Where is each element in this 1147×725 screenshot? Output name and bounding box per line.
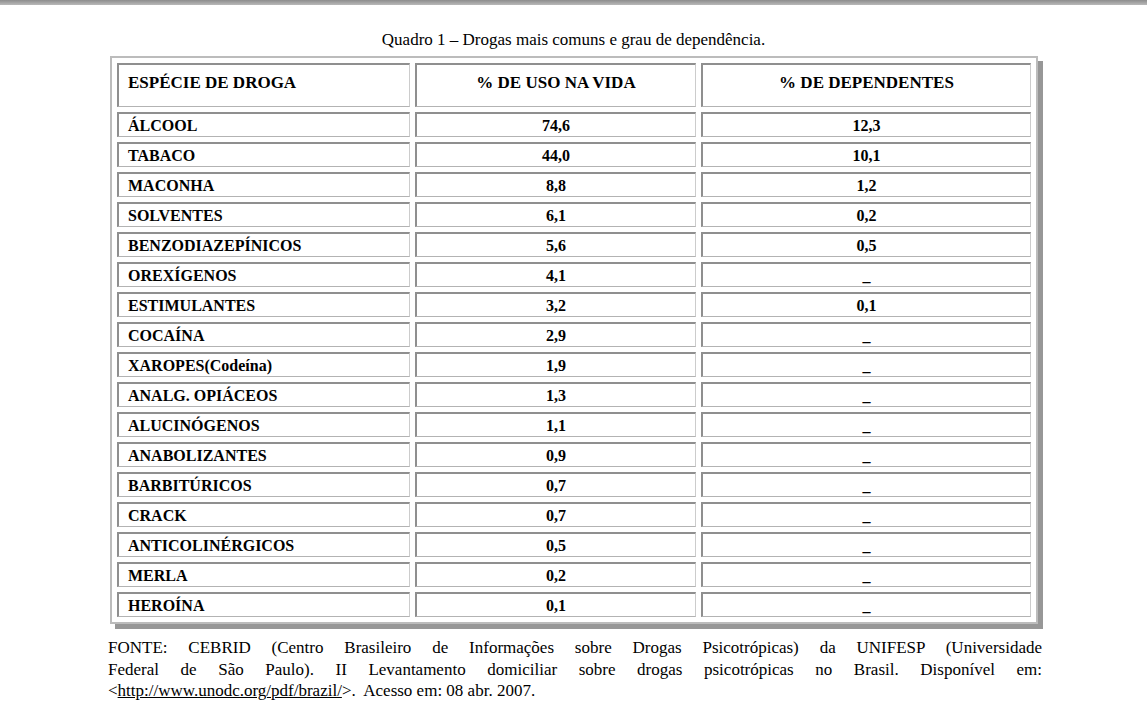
use-in-life-cell: 0,5 (415, 532, 696, 557)
dependents-cell: 12,3 (701, 112, 1031, 137)
source-note-line-2: Federal de São Paulo). II Levantamento d… (108, 659, 1042, 681)
source-url-link[interactable]: http://www.unodc.org/pdf/brazil/ (118, 681, 342, 700)
use-in-life-cell: 0,7 (415, 502, 696, 527)
use-in-life-cell: 0,1 (415, 592, 696, 617)
table-container: ESPÉCIE DE DROGA % DE USO NA VIDA % DE D… (110, 56, 1147, 624)
drug-name-cell: SOLVENTES (117, 202, 410, 227)
use-in-life-cell: 0,9 (415, 442, 696, 467)
source-access-date: >. Acesso em: 08 abr. 2007. (342, 681, 535, 700)
use-in-life-cell: 8,8 (415, 172, 696, 197)
use-in-life-cell: 44,0 (415, 142, 696, 167)
table-header-row: ESPÉCIE DE DROGA % DE USO NA VIDA % DE D… (117, 63, 1031, 107)
dependents-cell: _ (701, 472, 1031, 497)
use-in-life-cell: 1,1 (415, 412, 696, 437)
table-row: ANABOLIZANTES0,9_ (117, 442, 1031, 467)
dependents-cell: 0,2 (701, 202, 1031, 227)
url-open-bracket: < (108, 681, 118, 700)
table-row: TABACO44,010,1 (117, 142, 1031, 167)
drug-name-cell: HEROÍNA (117, 592, 410, 617)
table-row: BENZODIAZEPÍNICOS5,60,5 (117, 232, 1031, 257)
table-row: COCAÍNA2,9_ (117, 322, 1031, 347)
drug-name-cell: ANABOLIZANTES (117, 442, 410, 467)
use-in-life-cell: 74,6 (415, 112, 696, 137)
dependents-cell: 10,1 (701, 142, 1031, 167)
header-use-in-life: % DE USO NA VIDA (415, 63, 696, 107)
drug-name-cell: MACONHA (117, 172, 410, 197)
drug-name-cell: XAROPES(Codeína) (117, 352, 410, 377)
use-in-life-cell: 0,2 (415, 562, 696, 587)
dependents-cell: _ (701, 412, 1031, 437)
use-in-life-cell: 5,6 (415, 232, 696, 257)
drugs-table: ESPÉCIE DE DROGA % DE USO NA VIDA % DE D… (110, 56, 1038, 624)
table-row: ÁLCOOL74,612,3 (117, 112, 1031, 137)
table-row: MERLA0,2_ (117, 562, 1031, 587)
source-note-line-1: FONTE: CEBRID (Centro Brasileiro de Info… (108, 637, 1042, 659)
drug-name-cell: COCAÍNA (117, 322, 410, 347)
use-in-life-cell: 2,9 (415, 322, 696, 347)
use-in-life-cell: 4,1 (415, 262, 696, 287)
dependents-cell: _ (701, 532, 1031, 557)
table-caption: Quadro 1 – Drogas mais comuns e grau de … (0, 0, 1147, 50)
table-row: HEROÍNA0,1_ (117, 592, 1031, 617)
header-drug-species: ESPÉCIE DE DROGA (117, 63, 410, 107)
table-row: ALUCINÓGENOS1,1_ (117, 412, 1031, 437)
dependents-cell: _ (701, 592, 1031, 617)
dependents-cell: _ (701, 322, 1031, 347)
use-in-life-cell: 0,7 (415, 472, 696, 497)
header-dependents: % DE DEPENDENTES (701, 63, 1031, 107)
dependents-cell: 0,5 (701, 232, 1031, 257)
table-row: CRACK0,7_ (117, 502, 1031, 527)
table-row: ANALG. OPIÁCEOS1,3_ (117, 382, 1031, 407)
dependents-cell: _ (701, 352, 1031, 377)
use-in-life-cell: 6,1 (415, 202, 696, 227)
table-row: SOLVENTES6,10,2 (117, 202, 1031, 227)
table-row: OREXÍGENOS4,1_ (117, 262, 1031, 287)
dependents-cell: _ (701, 262, 1031, 287)
table-row: ESTIMULANTES3,20,1 (117, 292, 1031, 317)
drug-name-cell: CRACK (117, 502, 410, 527)
table-row: MACONHA8,81,2 (117, 172, 1031, 197)
use-in-life-cell: 3,2 (415, 292, 696, 317)
table-row: ANTICOLINÉRGICOS0,5_ (117, 532, 1031, 557)
table-row: BARBITÚRICOS0,7_ (117, 472, 1031, 497)
source-note-line-3: <http://www.unodc.org/pdf/brazil/>. Aces… (108, 680, 1042, 702)
use-in-life-cell: 1,3 (415, 382, 696, 407)
drug-name-cell: BARBITÚRICOS (117, 472, 410, 497)
drug-name-cell: ANTICOLINÉRGICOS (117, 532, 410, 557)
drug-name-cell: TABACO (117, 142, 410, 167)
drug-name-cell: ALUCINÓGENOS (117, 412, 410, 437)
dependents-cell: _ (701, 562, 1031, 587)
dependents-cell: _ (701, 502, 1031, 527)
dependents-cell: _ (701, 382, 1031, 407)
table-row: XAROPES(Codeína)1,9_ (117, 352, 1031, 377)
drug-name-cell: BENZODIAZEPÍNICOS (117, 232, 410, 257)
use-in-life-cell: 1,9 (415, 352, 696, 377)
dependents-cell: 0,1 (701, 292, 1031, 317)
top-divider-bar (0, 0, 1147, 5)
drug-name-cell: OREXÍGENOS (117, 262, 410, 287)
dependents-cell: 1,2 (701, 172, 1031, 197)
drug-name-cell: MERLA (117, 562, 410, 587)
drug-name-cell: ÁLCOOL (117, 112, 410, 137)
drug-name-cell: ANALG. OPIÁCEOS (117, 382, 410, 407)
drug-name-cell: ESTIMULANTES (117, 292, 410, 317)
dependents-cell: _ (701, 442, 1031, 467)
source-note: FONTE: CEBRID (Centro Brasileiro de Info… (108, 637, 1042, 702)
drugs-table-body: ÁLCOOL74,612,3TABACO44,010,1MACONHA8,81,… (117, 112, 1031, 617)
